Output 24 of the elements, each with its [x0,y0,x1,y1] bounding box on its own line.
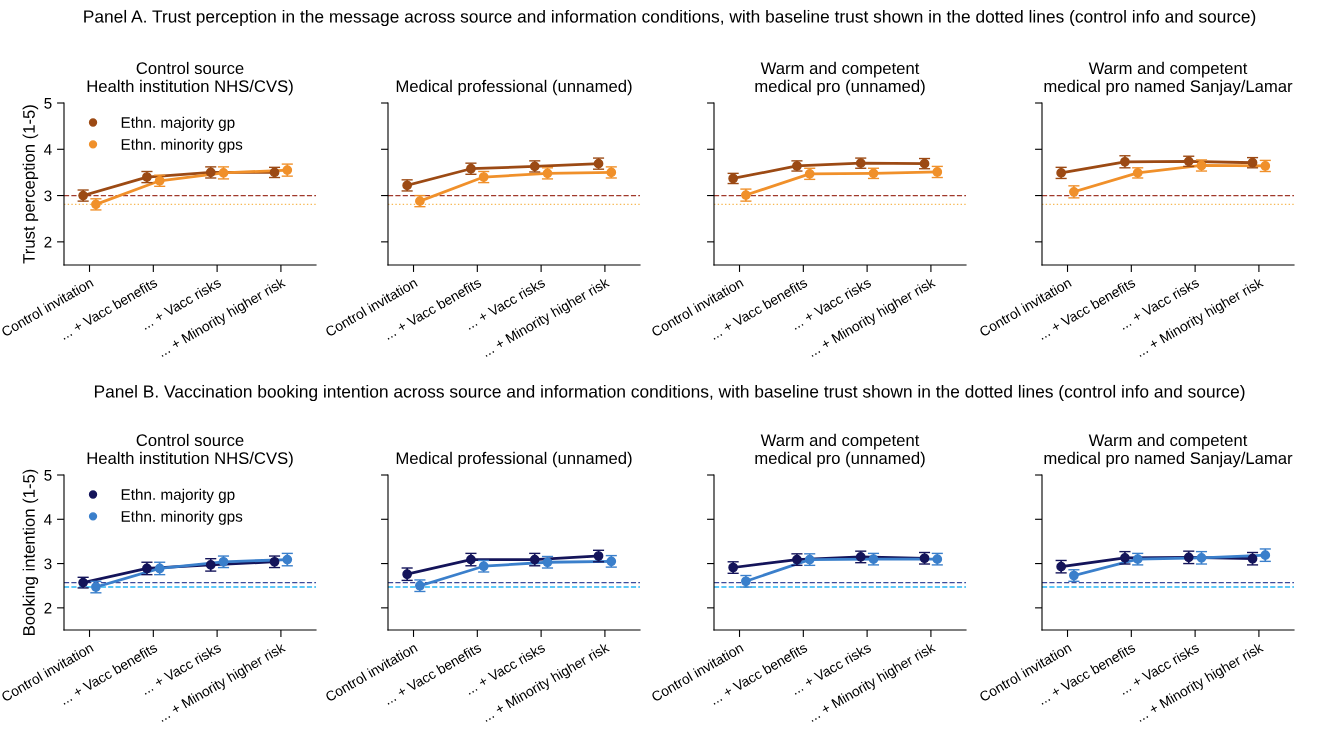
y-tick-label: 2 [44,236,52,248]
chart-title: Warm and competent medical pro (unnamed) [755,61,925,96]
text: Panel A. Trust perception in the message across source and information conditions, with baseline trust shown in the dotted lines (control info and source) [84,9,1256,27]
chart-title: Warm and competent medical pro named Sanjay/Lamar [1044,61,1293,96]
legend-label: Ethn. majority gp [121,116,235,131]
y-tick-label: 3 [44,558,52,570]
chart-title: Medical professional (unnamed) [396,79,632,96]
y-tick-label: 4 [44,144,52,155]
legend-label: Ethn. minority gps [121,510,243,525]
text: Panel B. Vaccination booking intention across source and information conditions, with baseline trust shown in the dotted lines (control info and source) [94,384,1245,402]
chart-title: Medical professional (unnamed) [396,451,632,468]
y-tick-label: 2 [44,602,52,614]
y-tick-label: 4 [44,514,52,525]
y-axis-title: Booking intention (1-5) [22,469,39,635]
chart-title: Warm and competent medical pro (unnamed) [755,433,925,468]
legend-label: Ethn. minority gps [121,138,243,153]
legend-label: Ethn. majority gp [121,488,235,503]
y-axis-title: Trust perception (1-5) [22,105,39,264]
y-tick-label: 5 [44,470,52,481]
chart-title: Warm and competent medical pro named Sanjay/Lamar [1044,433,1293,468]
chart-title: Control source Health institution NHS/CVS) [87,433,293,468]
chart-title: Control source Health institution NHS/CVS) [87,61,293,96]
y-tick-label: 5 [44,98,52,109]
y-tick-label: 3 [44,190,52,202]
